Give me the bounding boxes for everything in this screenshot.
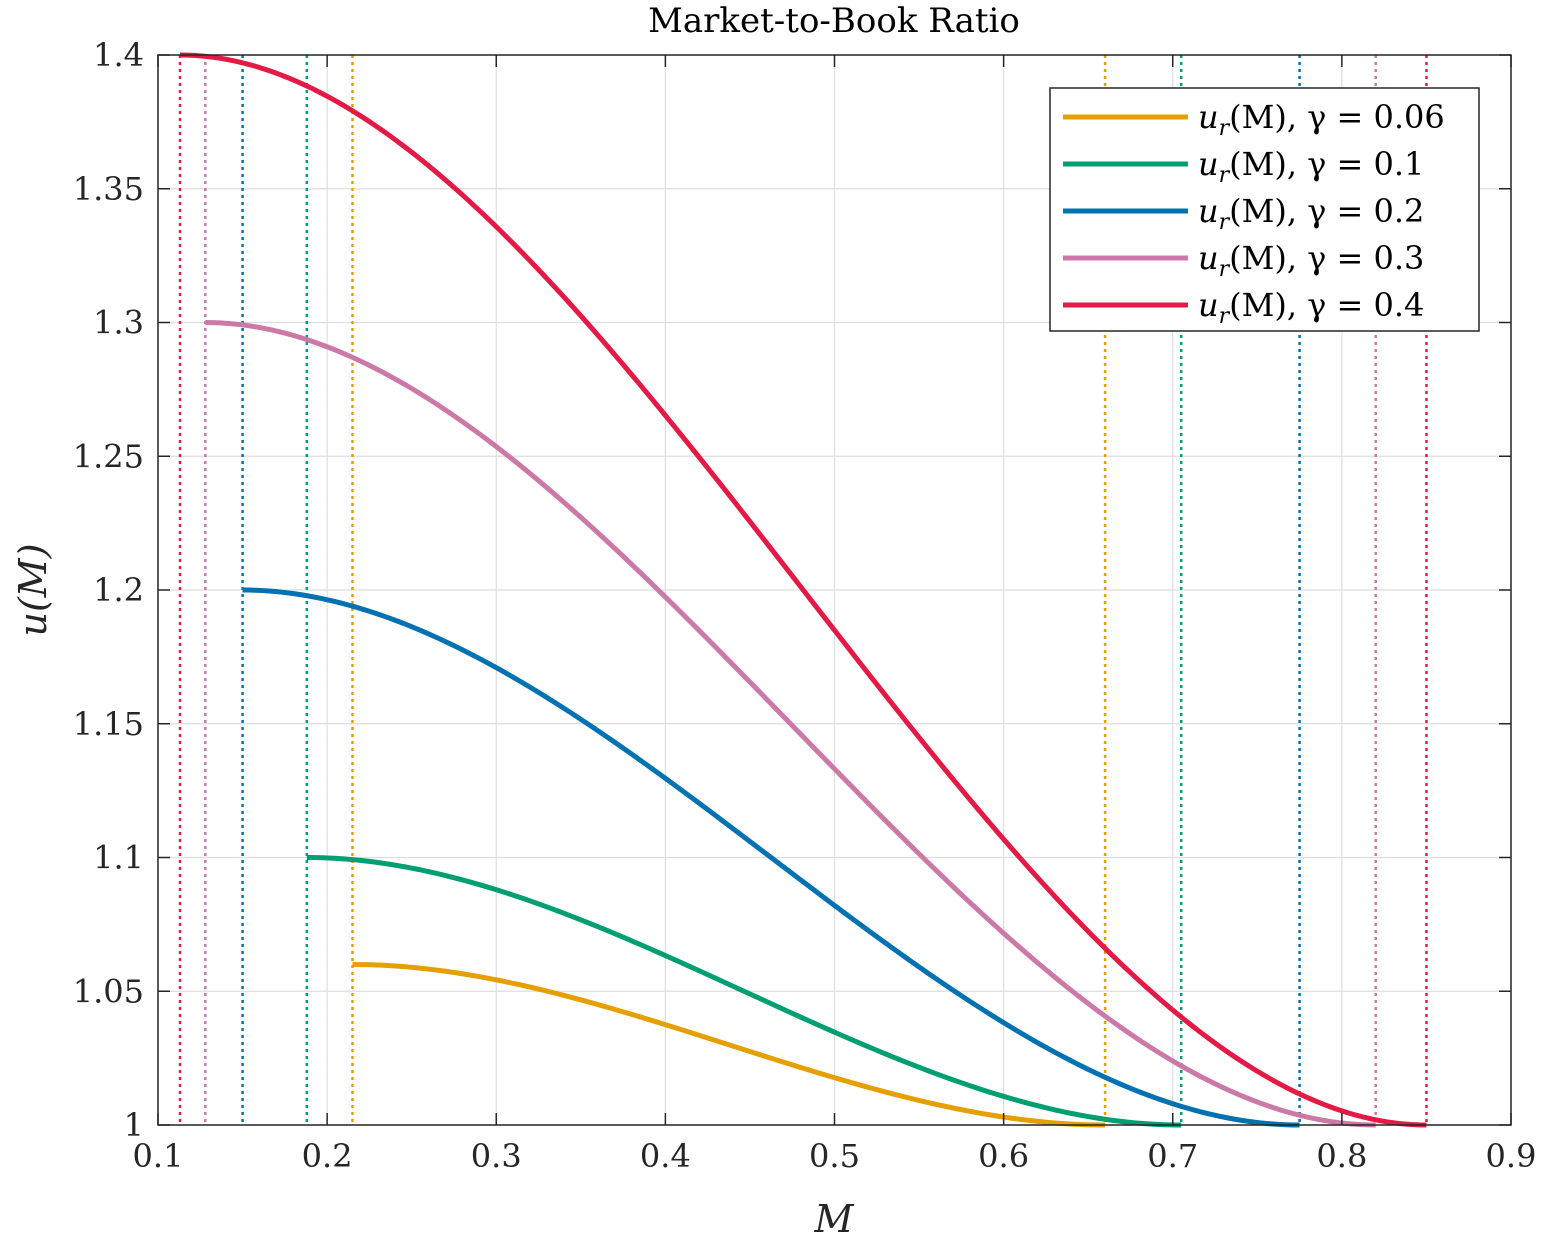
y-tick-label: 1.1 (93, 839, 144, 877)
legend-label-var: u (1198, 286, 1219, 324)
legend-label-sub: r (1219, 116, 1231, 141)
y-tick-label: 1.25 (73, 437, 144, 475)
legend-label: ur(M), γ = 0.3 (1198, 239, 1424, 282)
series-line (242, 587, 1300, 1128)
legend-label: ur(M), γ = 0.06 (1198, 98, 1445, 141)
legend-label-sub: r (1219, 257, 1231, 282)
series-line (179, 52, 1427, 1128)
boundary-lines (178, 55, 1428, 1125)
y-tick-label: 1 (124, 1106, 144, 1144)
x-tick-label: 0.9 (1486, 1137, 1537, 1175)
x-tick-label: 0.4 (640, 1137, 691, 1175)
legend-label-sub: r (1219, 304, 1231, 329)
series-curves (179, 52, 1427, 1128)
legend-label: ur(M), γ = 0.2 (1198, 192, 1424, 235)
x-tick-label: 0.3 (471, 1137, 522, 1175)
y-tick-label: 1.05 (73, 972, 144, 1010)
y-tick-label: 1.4 (93, 36, 144, 74)
x-axis-label: M (814, 1197, 855, 1236)
legend-label-var: u (1198, 192, 1219, 230)
x-tick-label: 0.1 (133, 1137, 184, 1175)
legend-label-rest: (M), γ = 0.3 (1229, 239, 1424, 277)
legend-label: ur(M), γ = 0.1 (1198, 145, 1424, 188)
x-tick-label: 0.6 (978, 1137, 1029, 1175)
y-tick-label: 1.15 (73, 705, 144, 743)
y-tick-label: 1.3 (93, 304, 144, 342)
x-tick-label: 0.2 (302, 1137, 353, 1175)
x-tick-label: 0.7 (1147, 1137, 1198, 1175)
legend-label-var: u (1198, 145, 1219, 183)
legend-label: ur(M), γ = 0.4 (1198, 286, 1424, 329)
series-line (306, 855, 1182, 1128)
y-tick-label: 1.35 (73, 170, 144, 208)
series-line (352, 962, 1106, 1128)
y-axis-label: u(M) (11, 543, 55, 636)
y-tick-label: 1.2 (93, 571, 144, 609)
x-axis-ticks: 0.1 0.2 0.3 0.4 0.5 0.6 0.7 0.8 0.9 (133, 55, 1537, 1175)
legend-label-sub: r (1219, 163, 1231, 188)
legend-label-sub: r (1219, 210, 1231, 235)
x-tick-label: 0.8 (1316, 1137, 1367, 1175)
legend-label-rest: (M), γ = 0.06 (1229, 98, 1445, 136)
legend-label-rest: (M), γ = 0.4 (1229, 286, 1424, 324)
legend-label-rest: (M), γ = 0.1 (1229, 145, 1424, 183)
legend-label-var: u (1198, 98, 1219, 136)
series-line (205, 320, 1376, 1128)
legend-label-var: u (1198, 239, 1219, 277)
x-tick-label: 0.5 (809, 1137, 860, 1175)
legend-label-rest: (M), γ = 0.2 (1229, 192, 1424, 230)
y-axis-ticks: 1 1.05 1.1 1.15 1.2 1.25 1.3 1.35 1.4 (73, 36, 1511, 1144)
chart-title: Market-to-Book Ratio (648, 1, 1020, 41)
